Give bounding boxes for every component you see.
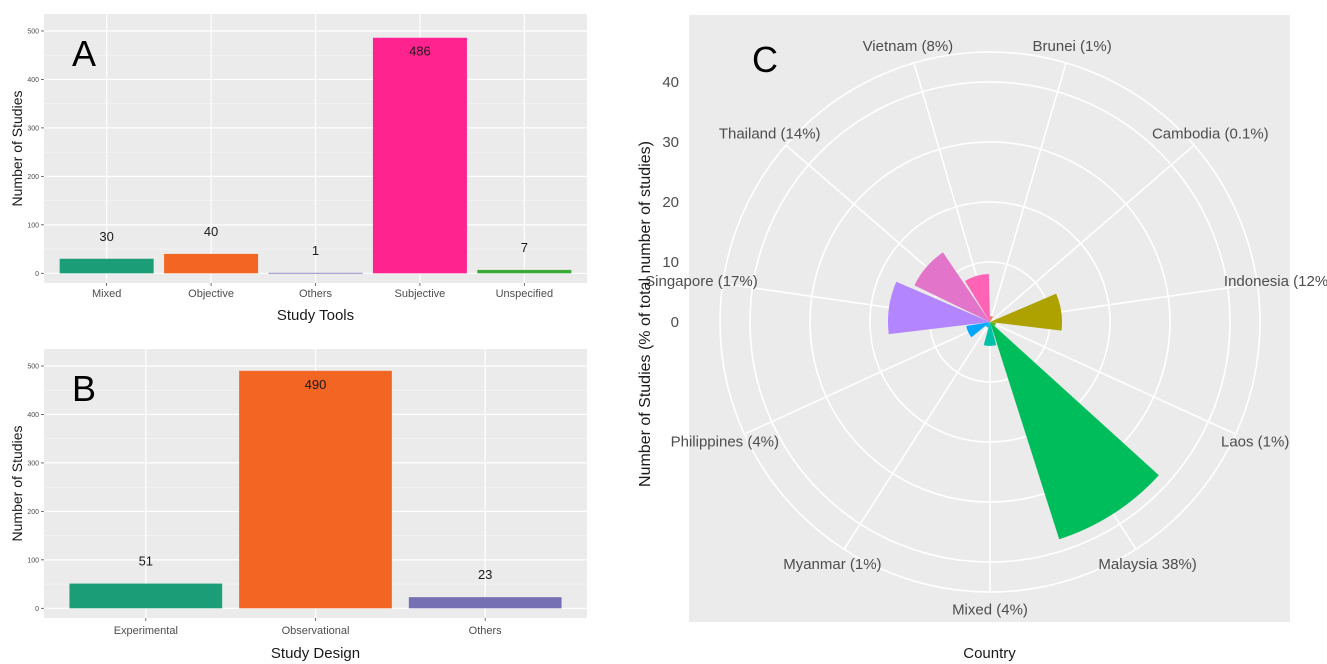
bar-unspecified bbox=[477, 269, 572, 274]
value-label: 1 bbox=[312, 243, 319, 258]
wedge-vietnam bbox=[964, 274, 990, 322]
x-axis-title: Study Design bbox=[271, 645, 360, 662]
bar-objective bbox=[164, 253, 259, 274]
x-tick-label: Objective bbox=[188, 288, 234, 300]
category-label: Indonesia (12%) bbox=[1224, 273, 1327, 290]
panel-B: 0 100 200 300 400 500 51 Experimental 490 Observa… bbox=[9, 349, 587, 662]
y-axis-title: Number of Studies bbox=[9, 91, 25, 207]
wedge-mixed bbox=[983, 322, 997, 346]
value-label: 30 bbox=[99, 229, 113, 244]
bar-subjective bbox=[372, 37, 467, 274]
category-label: Brunei (1%) bbox=[1033, 38, 1112, 55]
value-label: 486 bbox=[409, 44, 431, 59]
y-tick-label: 200 bbox=[27, 174, 39, 181]
y-tick-label: 400 bbox=[27, 412, 39, 419]
spoke-gridline bbox=[843, 321, 991, 550]
x-axis-title: Country bbox=[963, 645, 1016, 662]
y-tick-label: 400 bbox=[27, 77, 39, 84]
value-label: 23 bbox=[478, 567, 492, 582]
bar-mixed bbox=[59, 258, 154, 274]
panel-A: 0 100 200 300 400 500 30 Mixed 40 Objective 1 Other… bbox=[9, 14, 587, 324]
y-tick-label: 200 bbox=[27, 509, 39, 516]
y-tick-label: 300 bbox=[27, 460, 39, 467]
value-label: 51 bbox=[139, 554, 153, 569]
category-label: Malaysia 38%) bbox=[1098, 556, 1196, 573]
panel-C: Brunei (1%) Cambodia (0.1%) Indonesia (12%… bbox=[637, 15, 1327, 662]
category-label: Mixed (4%) bbox=[952, 602, 1028, 619]
category-label: Laos (1%) bbox=[1221, 433, 1289, 450]
x-tick-label: Others bbox=[469, 625, 503, 637]
panel-letter: A bbox=[72, 33, 96, 74]
wedge-laos bbox=[990, 322, 996, 326]
bar-experimental bbox=[69, 583, 223, 609]
r-tick-label: 0 bbox=[671, 314, 679, 331]
category-label: Myanmar (1%) bbox=[783, 556, 881, 573]
y-tick-label: 100 bbox=[27, 222, 39, 229]
r-tick-label: 10 bbox=[662, 254, 679, 271]
wedge-singapore bbox=[887, 281, 990, 335]
panel-letter: B bbox=[72, 368, 96, 409]
bar-others bbox=[268, 272, 363, 274]
wedge-indonesia bbox=[990, 293, 1062, 331]
x-axis-title: Study Tools bbox=[277, 307, 354, 324]
y-tick-label: 300 bbox=[27, 125, 39, 132]
wedge-thailand bbox=[914, 252, 990, 322]
wedge-myanmar bbox=[985, 322, 990, 328]
spoke-gridline bbox=[989, 321, 1236, 435]
x-tick-label: Unspecified bbox=[496, 288, 553, 300]
panel-letter: C bbox=[752, 39, 778, 80]
y-tick-label: 500 bbox=[27, 363, 39, 370]
category-label: Singapore (17%) bbox=[645, 273, 758, 290]
y-axis-title: Number of Studies (% of total number of … bbox=[637, 141, 654, 487]
wedge-brunei bbox=[990, 316, 994, 322]
category-label: Thailand (14%) bbox=[719, 126, 821, 143]
value-label: 40 bbox=[204, 224, 218, 239]
y-tick-label: 100 bbox=[27, 557, 39, 564]
bar-observational bbox=[239, 370, 392, 609]
value-label: 7 bbox=[521, 240, 528, 255]
x-tick-label: Others bbox=[299, 288, 333, 300]
y-axis-title: Number of Studies bbox=[9, 426, 25, 542]
y-tick-label: 500 bbox=[27, 28, 39, 35]
category-label: Vietnam (8%) bbox=[863, 38, 954, 55]
wedge-malaysia bbox=[990, 322, 1159, 540]
r-tick-label: 40 bbox=[662, 74, 679, 91]
bar-others bbox=[408, 597, 562, 609]
category-label: Philippines (4%) bbox=[671, 433, 779, 450]
x-tick-label: Subjective bbox=[395, 288, 446, 300]
r-tick-label: 30 bbox=[662, 134, 679, 151]
x-tick-label: Observational bbox=[282, 625, 350, 637]
wedge-philippines bbox=[966, 322, 990, 338]
x-tick-label: Mixed bbox=[92, 288, 121, 300]
spoke-gridline bbox=[989, 144, 1195, 323]
y-tick-label: 0 bbox=[35, 271, 39, 278]
category-label: Cambodia (0.1%) bbox=[1152, 126, 1269, 143]
r-tick-label: 20 bbox=[662, 194, 679, 211]
x-tick-label: Experimental bbox=[114, 625, 178, 637]
spoke-gridline bbox=[744, 321, 991, 435]
y-tick-label: 0 bbox=[35, 606, 39, 613]
value-label: 490 bbox=[305, 377, 327, 392]
spoke-gridline bbox=[989, 62, 1067, 323]
